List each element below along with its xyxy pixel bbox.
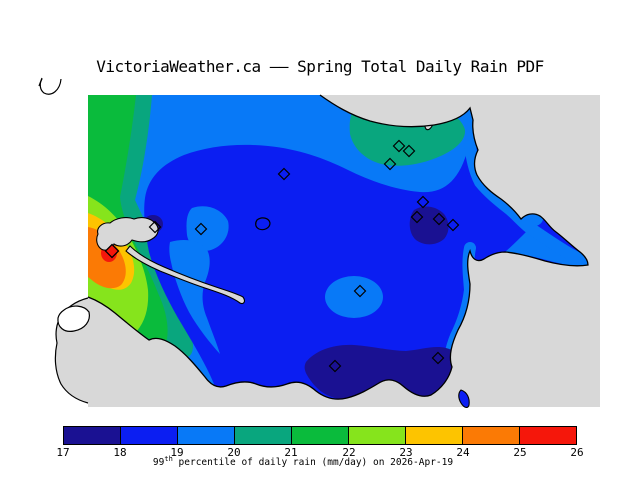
harbour-inlet-landform <box>96 217 245 305</box>
colorbar-tick: 18 <box>113 446 127 459</box>
max-station-diamond-icon <box>104 243 120 259</box>
colorbar-segment <box>349 427 405 444</box>
colorbar-tick: 20 <box>227 446 241 459</box>
band-19-20-west-band <box>169 240 220 354</box>
colorbar-tick: 19 <box>170 446 184 459</box>
station-diamond-icon <box>353 284 367 298</box>
station-diamond-icon <box>416 195 430 209</box>
station-diamond-icon <box>431 351 445 365</box>
colorbar-tick: 26 <box>570 446 584 459</box>
colorbar-segment <box>406 427 462 444</box>
colorbar-tick: 22 <box>342 446 356 459</box>
small-island <box>458 389 470 408</box>
colorbar-segment <box>64 427 120 444</box>
station-diamond-icon <box>402 144 416 158</box>
colorbar-caption: 99th percentile of daily rain (mm/day) o… <box>152 454 454 468</box>
colorbar-tick: 23 <box>399 446 413 459</box>
colorbar-segment <box>520 427 576 444</box>
colorbar-tick: 17 <box>56 446 70 459</box>
station-diamond-icon <box>328 359 342 373</box>
colorbar-segment <box>292 427 348 444</box>
colorbar-tick: 21 <box>284 446 298 459</box>
band-19-20-northeast-fringe <box>464 140 588 271</box>
band-19-20-central-patch <box>325 276 383 318</box>
station-diamond-icon <box>194 222 208 236</box>
colorbar-segment <box>121 427 177 444</box>
band-17-18-northeast-blob <box>409 206 449 245</box>
colorbar-segment <box>463 427 519 444</box>
page-title: VictoriaWeather.ca –– Spring Total Daily… <box>96 57 544 76</box>
station-diamond-icon <box>148 220 162 234</box>
colorbar-tick: 24 <box>456 446 470 459</box>
colorbar-segment <box>178 427 234 444</box>
lagoon-white-landform <box>57 305 90 332</box>
caption-text: percentile of daily rain (mm/day) on 202… <box>172 457 454 468</box>
colorbar-tick: 25 <box>513 446 527 459</box>
colorbar-segment <box>235 427 291 444</box>
band-19-20-teardrop <box>186 206 229 251</box>
band-17-18-south-blob <box>304 344 470 399</box>
station-diamond-icon <box>410 210 424 224</box>
lake-outline <box>255 217 271 231</box>
colorbar <box>63 426 577 445</box>
margin-coastline-tick <box>38 77 43 87</box>
caption-superscript: th <box>164 454 173 463</box>
main-coastline <box>87 94 589 400</box>
margin-coastline-arc <box>39 78 62 95</box>
station-diamond-icon <box>446 218 460 232</box>
station-diamond-icon <box>383 157 397 171</box>
station-diamond-icon <box>432 212 446 226</box>
station-diamond-icon <box>277 167 291 181</box>
caption-number: 99 <box>152 457 165 468</box>
station-diamond-icon <box>392 139 406 153</box>
station-markers <box>104 139 460 373</box>
